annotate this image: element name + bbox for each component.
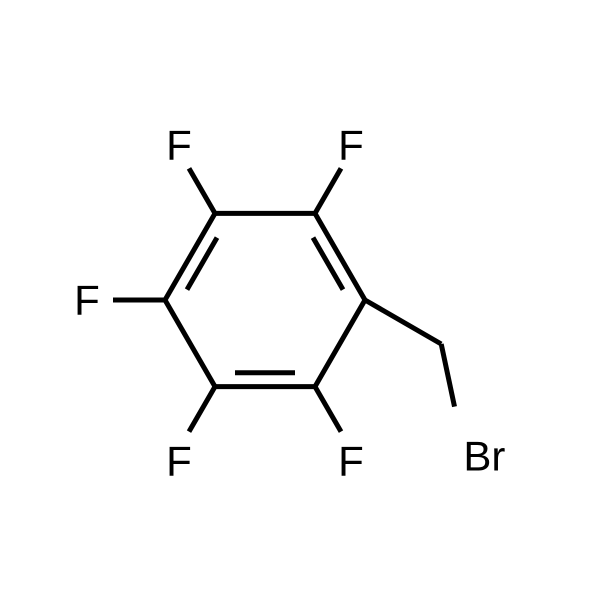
fluorine-label: F <box>338 437 364 484</box>
fluorine-label: F <box>74 277 100 324</box>
ring-double-left <box>187 238 217 290</box>
sub-bond <box>189 168 215 213</box>
sub-bond <box>189 387 215 432</box>
sub-bond <box>365 300 441 344</box>
molecule-diagram: F F F F F Br <box>0 0 600 600</box>
fluorine-label: F <box>166 122 192 169</box>
fluorine-label: F <box>338 122 364 169</box>
fluorine-label: F <box>166 437 192 484</box>
bromine-label: Br <box>463 432 505 479</box>
ring-double-right <box>313 238 343 290</box>
sub-bond <box>315 387 341 432</box>
ring-bond <box>315 300 365 387</box>
ring-bond <box>165 300 215 387</box>
sub-bond <box>315 168 341 213</box>
sub-bond <box>441 344 454 407</box>
